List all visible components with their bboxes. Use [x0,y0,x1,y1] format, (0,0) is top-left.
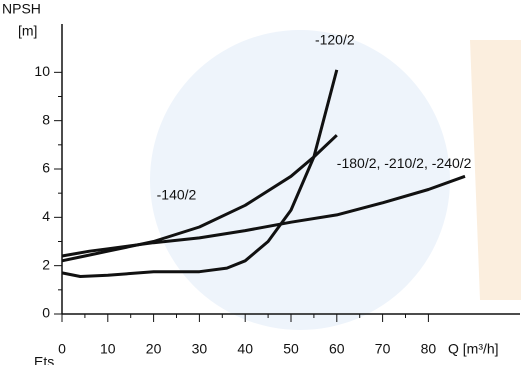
x-tick-label: 40 [237,341,253,357]
series-line [61,69,339,278]
y-tick-label: 6 [42,160,50,176]
y-tick-label: 8 [42,111,50,127]
series-label: -140/2 [157,186,197,202]
y-axis-title: NPSH [2,1,41,17]
x-tick-label: 80 [421,341,437,357]
x-tick-label: 20 [146,341,162,357]
series-line [61,174,466,258]
series-label: -180/2, -210/2, -240/2 [337,155,472,171]
x-tick-label: 0 [58,341,66,357]
y-tick-label: 0 [42,305,50,321]
series-line [61,134,338,263]
y-tick-label: 2 [42,256,50,272]
y-axis-unit: [m] [18,23,37,39]
x-tick-label: 30 [192,341,208,357]
footer: Ets [34,354,54,365]
y-tick-label: 10 [34,63,50,79]
series-label: -120/2 [315,32,355,48]
y-tick-label: 4 [42,208,50,224]
x-tick-label: 60 [329,341,345,357]
x-tick-label: 10 [100,341,116,357]
watermark [150,30,450,330]
x-tick-label: 50 [283,341,299,357]
x-axis-title: Q [m³/h] [448,341,499,357]
x-tick-label: 70 [375,341,391,357]
watermark [470,40,521,300]
